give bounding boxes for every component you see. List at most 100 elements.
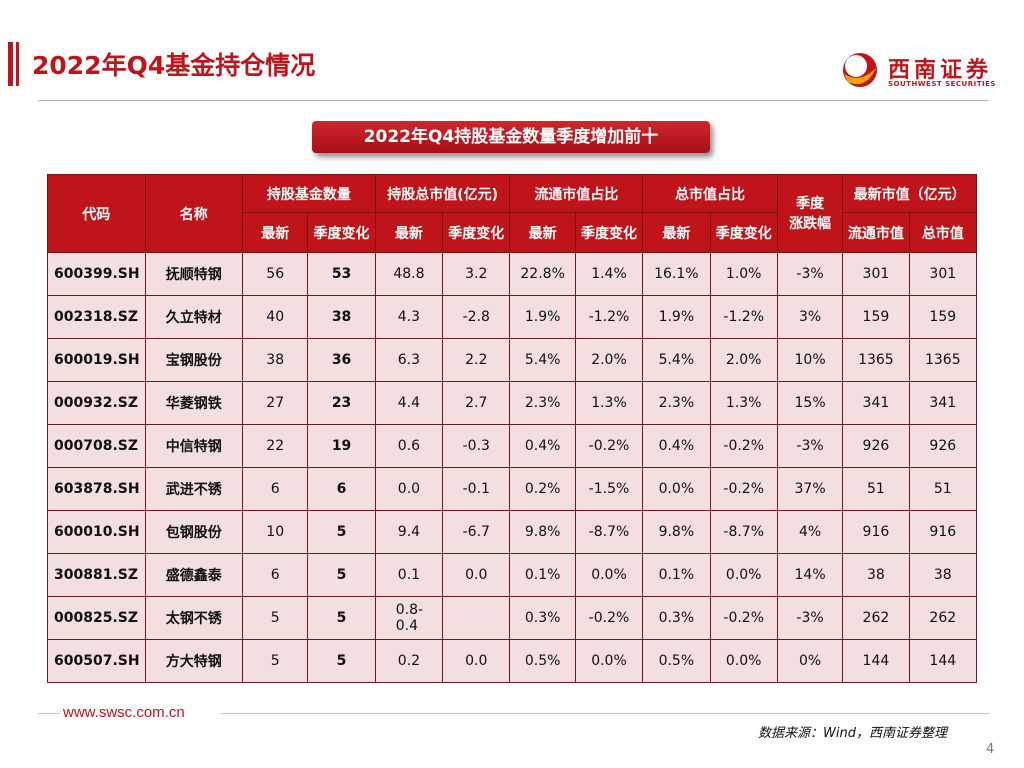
subheader-qoq: 季度变化 xyxy=(574,212,644,253)
cell-name: 方大特钢 xyxy=(144,639,244,683)
cell-value-latest: 9.4 xyxy=(374,510,444,554)
cell-float-cap: 1365 xyxy=(842,338,910,382)
subheader-latest: 最新 xyxy=(642,212,711,253)
cell-float-qoq: -0.2% xyxy=(574,596,644,640)
cell-float-cap: 51 xyxy=(842,467,910,511)
cell-float-latest: 9.8% xyxy=(509,510,576,554)
cell-value-latest: 0.2 xyxy=(374,639,444,683)
cell-fund-qoq: 5 xyxy=(307,553,376,597)
cell-fund-qoq: 53 xyxy=(307,252,376,296)
cell-quarter-change: -3% xyxy=(776,596,844,640)
cell-value-qoq xyxy=(442,596,511,640)
cell-quarter-change: -3% xyxy=(776,252,844,296)
cell-fund-qoq: 36 xyxy=(307,338,376,382)
cell-code: 603878.SH xyxy=(47,467,146,511)
cell-float-cap: 262 xyxy=(842,596,910,640)
cell-total-cap: 144 xyxy=(908,639,978,683)
table-subheader-row: 最新 季度变化 最新 季度变化 最新 季度变化 最新 季度变化 流通市值 总市值 xyxy=(48,212,978,253)
footer-divider xyxy=(220,713,990,714)
cell-name: 宝钢股份 xyxy=(144,338,244,382)
cell-total-cap: 51 xyxy=(908,467,978,511)
cell-float-latest: 0.2% xyxy=(509,467,576,511)
table-header-row: 代码 名称 持股基金数量 持股总市值(亿元) 流通市值占比 总市值占比 季度 涨… xyxy=(47,174,977,253)
cell-value-latest: 0.0 xyxy=(374,467,444,511)
cell-code: 600399.SH xyxy=(47,252,146,296)
table-row: 300881.SZ 盛德鑫泰 6 5 0.1 0.0 0.1% 0.0% 0.1% 0.0% 14%… xyxy=(47,553,978,597)
cell-fund-latest: 40 xyxy=(242,295,309,339)
subheader-float-cap: 流通市值 xyxy=(842,212,910,253)
subheader-latest: 最新 xyxy=(242,212,309,253)
cell-value-qoq: 0.0 xyxy=(442,553,511,597)
page-number: 4 xyxy=(986,742,995,757)
data-source-note: 数据来源：Wind，西南证券整理 xyxy=(758,726,947,741)
cell-value-qoq: 3.2 xyxy=(442,252,511,296)
cell-cap-latest: 0.4% xyxy=(642,424,711,468)
cell-fund-qoq: 5 xyxy=(307,596,376,640)
table-row: 600019.SH 宝钢股份 38 36 6.3 2.2 5.4% 2.0% 5.4% 2.0% 1… xyxy=(47,338,978,382)
table-row: 600010.SH 包钢股份 10 5 9.4 -6.7 9.8% -8.7% 9.8% -8.7… xyxy=(47,510,978,554)
cell-cap-latest: 1.9% xyxy=(642,295,711,339)
cell-value-qoq: -0.3 xyxy=(442,424,511,468)
cell-float-latest: 0.1% xyxy=(509,553,576,597)
cell-name: 太钢不锈 xyxy=(144,596,244,640)
cell-cap-latest: 0.0% xyxy=(642,467,711,511)
table-row: 000708.SZ 中信特钢 22 19 0.6 -0.3 0.4% -0.2% 0.4% -0.… xyxy=(47,424,978,468)
cell-fund-qoq: 6 xyxy=(307,467,376,511)
cell-float-qoq: 1.3% xyxy=(574,381,644,425)
cell-code: 300881.SZ xyxy=(47,553,146,597)
table-row: 600507.SH 方大特钢 5 5 0.2 0.0 0.5% 0.0% 0.5% 0.0% 0% 1… xyxy=(47,639,978,683)
cell-quarter-change: 3% xyxy=(776,295,844,339)
cell-float-latest: 2.3% xyxy=(509,381,576,425)
cell-value-qoq: 2.7 xyxy=(442,381,511,425)
cell-cap-qoq: -8.7% xyxy=(709,510,778,554)
subheader-total-cap: 总市值 xyxy=(908,212,978,253)
cell-float-qoq: 0.0% xyxy=(574,639,644,683)
table-row: 002318.SZ 久立特材 40 38 4.3 -2.8 1.9% -1.2% 1.9% -1.… xyxy=(47,295,978,339)
cell-fund-latest: 5 xyxy=(242,639,309,683)
cell-total-cap: 926 xyxy=(908,424,978,468)
cell-code: 002318.SZ xyxy=(47,295,146,339)
cell-cap-latest: 0.5% xyxy=(642,639,711,683)
table-subtitle: 2022年Q4持股基金数量季度增加前十 xyxy=(312,121,710,153)
header-name: 名称 xyxy=(144,174,244,253)
page-title: 2022年Q4基金持仓情况 xyxy=(32,51,316,80)
cell-float-cap: 916 xyxy=(842,510,910,554)
cell-fund-qoq: 38 xyxy=(307,295,376,339)
table-body: 600399.SH 抚顺特钢 56 53 48.8 3.2 22.8% 1.4% 16.1% 1.… xyxy=(47,252,978,683)
subheader-qoq: 季度变化 xyxy=(307,212,376,253)
fund-holdings-table: 代码 名称 持股基金数量 持股总市值(亿元) 流通市值占比 总市值占比 季度 涨… xyxy=(47,174,978,683)
cell-fund-latest: 38 xyxy=(242,338,309,382)
cell-quarter-change: 14% xyxy=(776,553,844,597)
cell-total-cap: 301 xyxy=(908,252,978,296)
cell-float-latest: 5.4% xyxy=(509,338,576,382)
header-total-value: 持股总市值(亿元) xyxy=(374,174,511,213)
subheader-latest: 最新 xyxy=(374,212,444,253)
cell-value-latest: 4.4 xyxy=(374,381,444,425)
cell-name: 华菱钢铁 xyxy=(144,381,244,425)
cell-value-qoq: 0.0 xyxy=(442,639,511,683)
cell-cap-qoq: 0.0% xyxy=(709,639,778,683)
cell-cap-latest: 0.1% xyxy=(642,553,711,597)
logo-mark-icon xyxy=(843,53,877,87)
cell-value-latest: 4.3 xyxy=(374,295,444,339)
subheader-qoq: 季度变化 xyxy=(709,212,778,253)
cell-cap-qoq: -0.2% xyxy=(709,424,778,468)
cell-cap-qoq: 1.3% xyxy=(709,381,778,425)
header-fund-count: 持股基金数量 xyxy=(242,174,376,213)
cell-total-cap: 38 xyxy=(908,553,978,597)
title-accent-bar xyxy=(8,42,13,86)
cell-total-cap: 262 xyxy=(908,596,978,640)
footer-divider xyxy=(38,713,60,714)
cell-fund-latest: 6 xyxy=(242,553,309,597)
cell-code: 000932.SZ xyxy=(47,381,146,425)
table-row: 000932.SZ 华菱钢铁 27 23 4.4 2.7 2.3% 1.3% 2.3% 1.3% 1… xyxy=(47,381,978,425)
cell-code: 600507.SH xyxy=(47,639,146,683)
cell-float-qoq: 1.4% xyxy=(574,252,644,296)
cell-fund-latest: 22 xyxy=(242,424,309,468)
cell-total-cap: 341 xyxy=(908,381,978,425)
subheader-latest: 最新 xyxy=(509,212,576,253)
cell-value-latest: 0.1 xyxy=(374,553,444,597)
cell-cap-qoq: 2.0% xyxy=(709,338,778,382)
cell-value-qoq: -0.1 xyxy=(442,467,511,511)
cell-float-cap: 38 xyxy=(842,553,910,597)
